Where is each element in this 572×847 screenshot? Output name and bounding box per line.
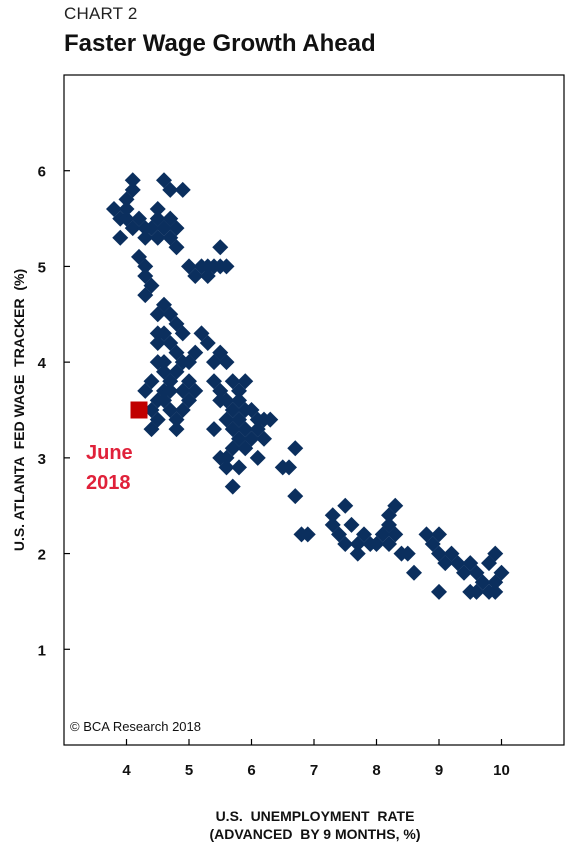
- data-point: [218, 354, 235, 371]
- data-point: [262, 411, 279, 428]
- data-point: [287, 440, 304, 457]
- data-point: [143, 421, 160, 438]
- x-tick-label: 7: [310, 762, 318, 779]
- data-point: [212, 392, 229, 409]
- june-2018-label-line2: 2018: [86, 472, 131, 494]
- data-point: [174, 325, 191, 342]
- data-point: [487, 574, 504, 591]
- y-tick-label: 5: [38, 259, 46, 276]
- data-point: [249, 449, 266, 466]
- data-point: [174, 181, 191, 198]
- y-tick-label: 3: [38, 451, 46, 468]
- data-point: [324, 507, 341, 524]
- data-point: [137, 287, 154, 304]
- data-point: [162, 181, 179, 198]
- data-point: [431, 583, 447, 600]
- data-point: [343, 516, 360, 533]
- data-point: [387, 526, 404, 543]
- data-point: [281, 459, 297, 476]
- data-point: [487, 545, 504, 562]
- data-point: [256, 430, 272, 447]
- y-tick-label: 4: [38, 355, 47, 372]
- chart-title: Faster Wage Growth Ahead: [64, 30, 376, 57]
- data-point: [237, 373, 254, 390]
- june-2018-label-line1: June: [86, 442, 133, 464]
- x-tick-label: 6: [247, 762, 255, 779]
- data-point: [206, 421, 222, 438]
- copyright-text: © BCA Research 2018: [70, 719, 201, 734]
- data-point: [168, 421, 185, 438]
- x-axis-label-line2: (ADVANCED BY 9 MONTHS, %): [209, 826, 420, 842]
- x-tick-label: 4: [122, 762, 131, 779]
- data-point: [124, 181, 141, 198]
- data-point: [349, 545, 366, 562]
- x-tick-label: 5: [185, 762, 193, 779]
- data-point: [137, 382, 154, 399]
- data-point: [137, 258, 154, 275]
- y-axis-label: U.S. ATLANTA FED WAGE TRACKER (%): [11, 269, 27, 551]
- x-tick-label: 9: [435, 762, 443, 779]
- data-point: [224, 478, 241, 495]
- data-point: [287, 488, 304, 505]
- data-point: [337, 497, 354, 514]
- june-2018-marker: [130, 401, 148, 419]
- x-tick-label: 10: [493, 762, 510, 779]
- data-point: [299, 526, 316, 543]
- data-point: [406, 564, 422, 581]
- data-point: [162, 382, 179, 399]
- data-point: [212, 239, 229, 256]
- data-point: [218, 258, 235, 275]
- data-point: [337, 536, 354, 552]
- data-point: [199, 335, 216, 351]
- data-point: [431, 526, 447, 543]
- data-point: [124, 172, 141, 189]
- data-point: [168, 239, 185, 256]
- data-point: [468, 583, 485, 600]
- data-point: [112, 229, 129, 246]
- data-point: [199, 258, 216, 275]
- data-point: [231, 459, 247, 476]
- data-point: [149, 201, 166, 217]
- data-point: [181, 392, 197, 409]
- data-point: [187, 344, 204, 361]
- data-point: [399, 545, 416, 562]
- data-point: [381, 507, 397, 524]
- y-tick-label: 6: [38, 164, 46, 181]
- data-point: [487, 583, 504, 600]
- data-points: [106, 172, 510, 600]
- data-point: [237, 440, 254, 457]
- y-tick-label: 2: [38, 547, 46, 564]
- data-point: [218, 459, 235, 476]
- x-axis-label-line1: U.S. UNEMPLOYMENT RATE: [216, 808, 415, 824]
- y-axis: 1 2 3 4 5 6: [38, 164, 70, 659]
- x-axis: 4 5 6 7 8 9 10: [122, 739, 510, 779]
- chart-number-label: CHART 2: [64, 4, 138, 23]
- x-tick-label: 8: [372, 762, 380, 779]
- data-point: [118, 201, 135, 217]
- data-point: [224, 421, 241, 438]
- y-tick-label: 1: [38, 642, 46, 659]
